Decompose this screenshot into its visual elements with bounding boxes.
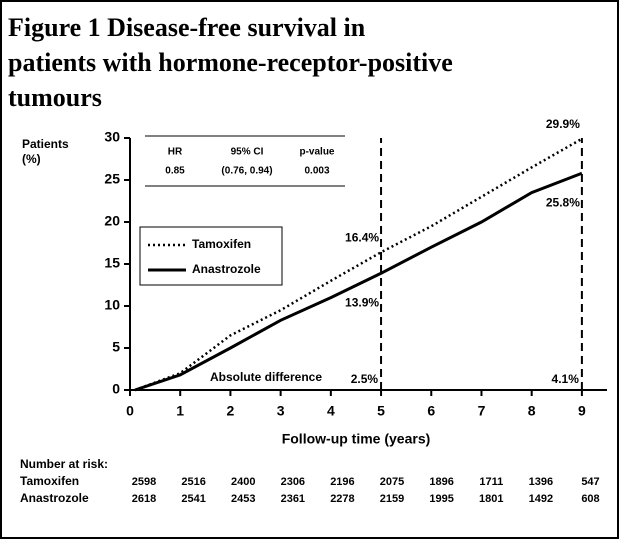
risk-name: Tamoxifen	[20, 474, 79, 488]
difference-title: Absolute difference	[210, 370, 322, 384]
risk-value: 2196	[330, 476, 354, 488]
risk-value: 1896	[429, 476, 453, 488]
data-label: 16.4%	[345, 230, 379, 244]
risk-value: 2075	[380, 476, 404, 488]
x-tick-label: 3	[277, 403, 285, 419]
y-tick-label: 25	[104, 171, 120, 187]
table-cell: 0.85	[165, 166, 185, 177]
risk-value: 1492	[529, 493, 553, 505]
legend-label: Tamoxifen	[192, 237, 251, 251]
risk-value: 2516	[181, 476, 205, 488]
risk-value: 1995	[429, 493, 453, 505]
y-tick-label: 0	[112, 381, 120, 397]
difference-label: 2.5%	[351, 372, 379, 386]
y-tick-label: 5	[112, 339, 120, 355]
table-cell: (0.76, 0.94)	[221, 166, 272, 177]
risk-value: 1396	[529, 476, 553, 488]
x-tick-label: 8	[528, 403, 536, 419]
risk-value: 1801	[479, 493, 503, 505]
risk-value: 547	[581, 476, 599, 488]
risk-value: 2306	[281, 476, 305, 488]
x-tick-label: 9	[578, 403, 586, 419]
y-tick-label: 30	[104, 129, 120, 145]
risk-value: 2400	[231, 476, 255, 488]
x-tick-label: 0	[126, 403, 134, 419]
risk-value: 2618	[132, 493, 156, 505]
risk-value: 2541	[181, 493, 205, 505]
risk-value: 2159	[380, 493, 404, 505]
chart-title: patients with hormone-receptor-positive	[8, 48, 453, 77]
x-tick-label: 6	[427, 403, 435, 419]
difference-label: 4.1%	[552, 372, 580, 386]
table-header: 95% CI	[231, 147, 264, 158]
y-tick-label: 15	[104, 255, 120, 271]
x-tick-label: 7	[478, 403, 486, 419]
risk-value: 608	[581, 493, 599, 505]
legend-box	[139, 226, 283, 286]
risk-value: 2278	[330, 493, 354, 505]
risk-name: Anastrozole	[20, 491, 89, 505]
data-label: 29.9%	[546, 117, 580, 131]
x-tick-label: 4	[327, 403, 335, 419]
risk-title: Number at risk:	[20, 457, 108, 471]
data-label: 25.8%	[546, 195, 580, 209]
chart-title: Figure 1 Disease-free survival in	[8, 13, 366, 42]
risk-value: 2453	[231, 493, 255, 505]
y-axis-label: Patients	[22, 137, 69, 151]
legend-label: Anastrozole	[192, 262, 261, 276]
y-axis-label: (%)	[22, 152, 41, 166]
x-tick-label: 2	[227, 403, 235, 419]
y-tick-label: 20	[104, 213, 120, 229]
y-tick-label: 10	[104, 297, 120, 313]
series-line	[134, 171, 583, 392]
x-axis-label: Follow-up time (years)	[282, 431, 431, 447]
x-tick-label: 1	[176, 403, 184, 419]
risk-value: 2361	[281, 493, 305, 505]
table-header: p-value	[299, 147, 334, 158]
chart-title: tumours	[8, 83, 102, 112]
table-cell: 0.003	[304, 166, 329, 177]
risk-value: 1711	[479, 476, 503, 488]
x-tick-label: 5	[377, 403, 385, 419]
table-header: HR	[168, 147, 183, 158]
risk-value: 2598	[132, 476, 156, 488]
data-label: 13.9%	[345, 295, 379, 309]
